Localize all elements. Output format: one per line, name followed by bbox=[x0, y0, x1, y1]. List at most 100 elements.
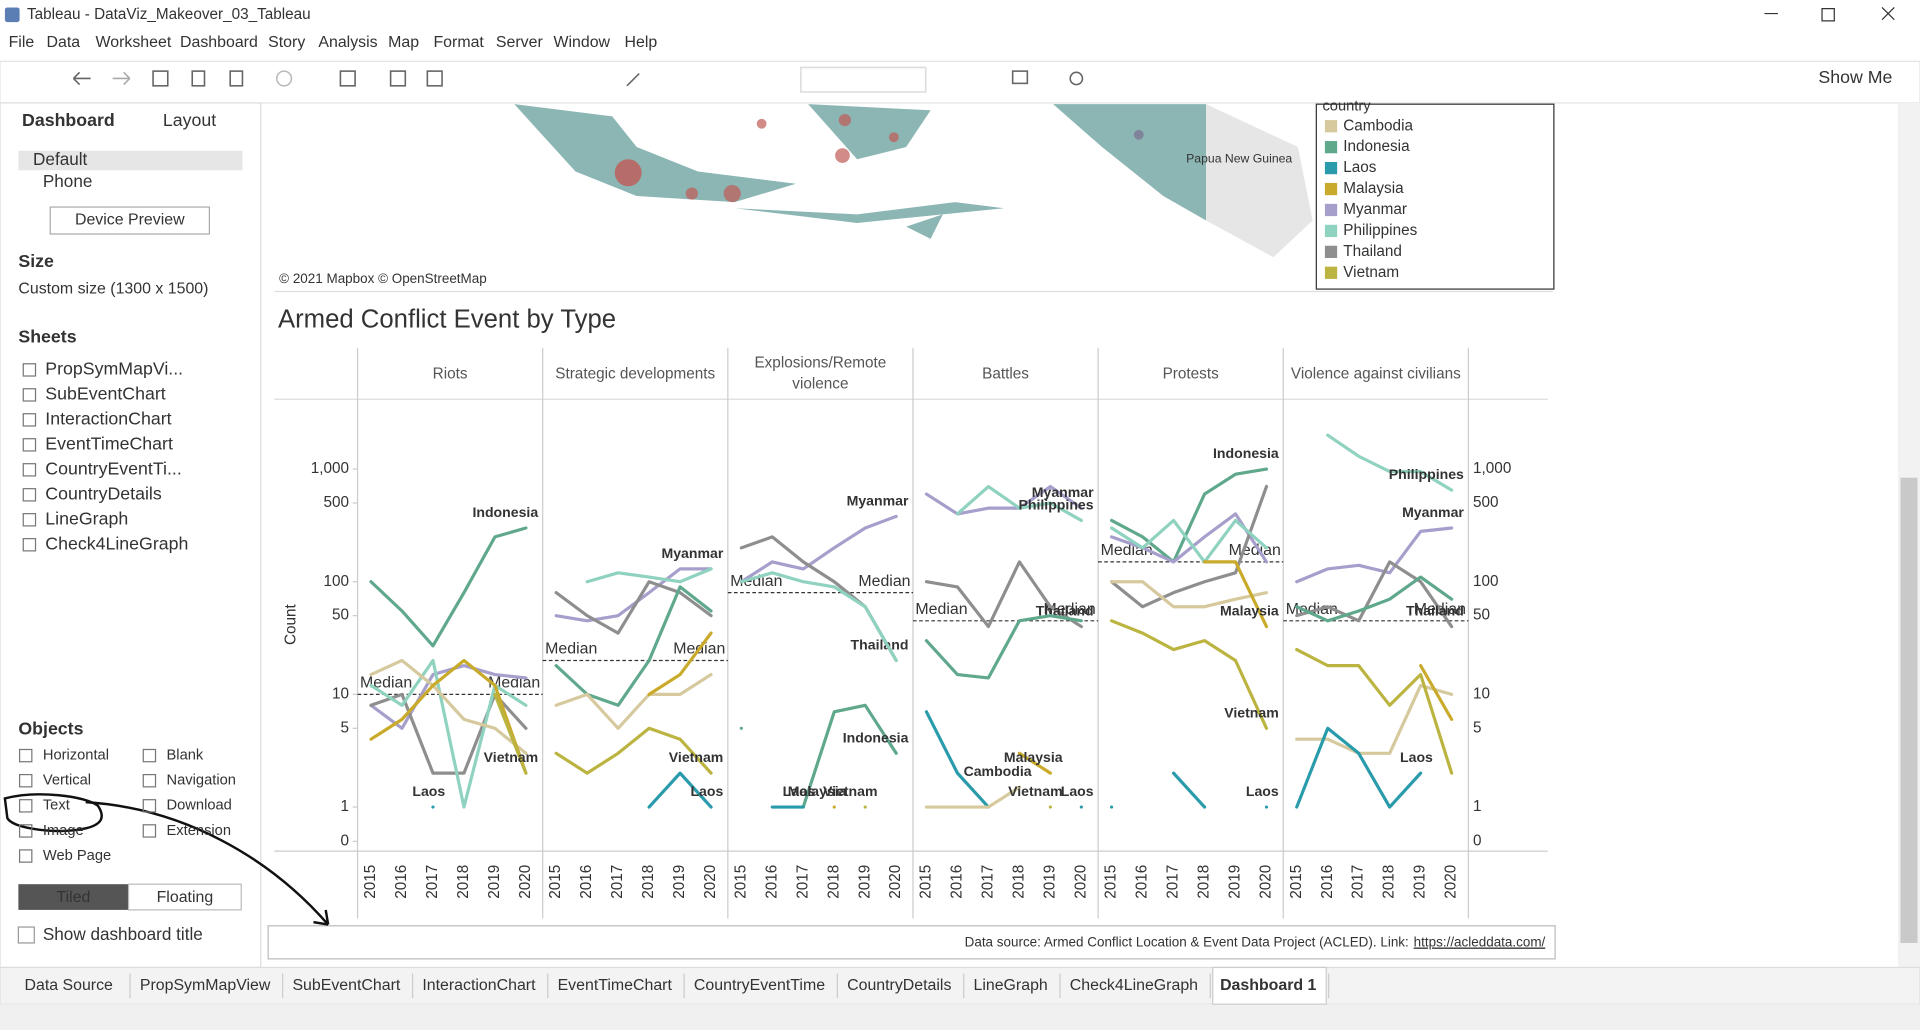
series-line bbox=[554, 585, 713, 707]
object-item[interactable]: Web Page bbox=[43, 848, 111, 864]
mode-label[interactable]: Floating bbox=[157, 889, 214, 906]
legend-swatch bbox=[1324, 161, 1338, 175]
tab[interactable]: Dashboard bbox=[22, 110, 115, 130]
menu-item[interactable]: File bbox=[9, 34, 35, 51]
sheet-tab[interactable]: CountryDetails bbox=[847, 977, 951, 994]
panel-header-box: Strategic developments bbox=[555, 364, 715, 381]
menu-item[interactable]: Window bbox=[553, 34, 610, 51]
menu-item[interactable]: Analysis bbox=[318, 34, 377, 51]
legend-title: country bbox=[1322, 99, 1371, 115]
x-tick-label: 2019 bbox=[1227, 865, 1244, 899]
footer-link[interactable]: https://acleddata.com/ bbox=[1414, 935, 1546, 950]
checkbox-label[interactable]: Show dashboard title bbox=[43, 924, 203, 944]
series-label: Cambodia bbox=[964, 763, 1032, 779]
menu-item[interactable]: Map bbox=[388, 34, 419, 51]
legend-swatch bbox=[1324, 120, 1338, 133]
sheet-item[interactable]: SubEventChart bbox=[45, 384, 165, 404]
floating-button[interactable] bbox=[127, 883, 242, 911]
sheet-tab[interactable]: Dashboard 1 bbox=[1220, 977, 1316, 994]
object-item[interactable]: Horizontal bbox=[43, 747, 109, 763]
object-item[interactable]: Vertical bbox=[43, 773, 91, 789]
object-item[interactable]: Navigation bbox=[167, 773, 236, 789]
series-label: Indonesia bbox=[843, 729, 909, 745]
legend-label[interactable]: Thailand bbox=[1343, 243, 1402, 260]
sheet-tab[interactable]: LineGraph bbox=[973, 977, 1047, 994]
series-line bbox=[1109, 619, 1269, 730]
sheet-tab[interactable]: CountryEventTime bbox=[694, 977, 825, 994]
object-item[interactable]: Image bbox=[43, 823, 84, 839]
size-value[interactable]: Custom size (1300 x 1500) bbox=[18, 280, 208, 297]
series-line bbox=[924, 785, 1021, 809]
object-item[interactable]: Extension bbox=[167, 823, 232, 839]
object-item[interactable]: Text bbox=[43, 798, 70, 814]
chart-title: Armed Conflict Event by Type bbox=[278, 306, 616, 334]
sheet-item[interactable]: CountryEventTi... bbox=[45, 459, 181, 479]
sheet-item[interactable]: CountryDetails bbox=[45, 483, 162, 503]
legend-label[interactable]: Laos bbox=[1343, 159, 1377, 176]
legend-label[interactable]: Philippines bbox=[1343, 222, 1417, 239]
series-label: Indonesia bbox=[472, 504, 538, 520]
tab[interactable]: Layout bbox=[163, 110, 216, 130]
annotation-circle bbox=[3, 793, 103, 833]
button-label[interactable]: Device Preview bbox=[75, 212, 185, 229]
series-line bbox=[647, 631, 713, 696]
series-line bbox=[1202, 560, 1269, 629]
window-controls[interactable] bbox=[1764, 7, 1895, 22]
x-tick-label: 2020 bbox=[1443, 865, 1460, 899]
x-tick-label: 2020 bbox=[1258, 865, 1275, 899]
scroll-thumb[interactable] bbox=[1900, 477, 1918, 943]
sheet-item[interactable]: Check4LineGraph bbox=[45, 533, 188, 553]
menu-item[interactable]: Worksheet bbox=[96, 34, 172, 51]
legend-label[interactable]: Myanmar bbox=[1343, 201, 1407, 218]
menu-item[interactable]: Format bbox=[433, 34, 484, 51]
series-label: Vietnam bbox=[1224, 704, 1279, 720]
sheet-item[interactable]: PropSymMapVi... bbox=[45, 359, 183, 379]
sheet-tab[interactable]: InteractionChart bbox=[422, 977, 536, 994]
sheet-icon bbox=[22, 538, 37, 552]
toolbar-icons[interactable] bbox=[72, 66, 1084, 93]
menu-item[interactable]: Server bbox=[496, 34, 544, 51]
object-item[interactable]: Blank bbox=[167, 747, 204, 763]
device-preview-button[interactable] bbox=[49, 206, 210, 235]
x-tick-label: 2018 bbox=[455, 865, 472, 899]
sheet-item[interactable]: InteractionChart bbox=[45, 409, 171, 429]
x-tick-label: 2015 bbox=[1288, 865, 1305, 899]
legend-label[interactable]: Cambodia bbox=[1343, 117, 1413, 134]
sheet-tab[interactable]: PropSymMapView bbox=[140, 977, 271, 994]
sheet-tab[interactable]: Check4LineGraph bbox=[1070, 977, 1198, 994]
window-title: Tableau - DataViz_Makeover_03_Tableau bbox=[27, 6, 311, 23]
sheet-tab[interactable]: Data Source bbox=[24, 977, 113, 994]
checkbox[interactable] bbox=[17, 926, 35, 944]
series-label: Philippines bbox=[1389, 466, 1464, 482]
show-me[interactable]: Show Me bbox=[1818, 67, 1892, 87]
panel-header: Battles bbox=[982, 364, 1029, 382]
legend-label[interactable]: Malaysia bbox=[1343, 180, 1404, 197]
series-line bbox=[739, 571, 898, 663]
object-item[interactable]: Download bbox=[167, 798, 232, 814]
menu-item[interactable]: Story bbox=[268, 34, 305, 51]
x-tick-label: 2017 bbox=[1165, 865, 1182, 899]
legend-label[interactable]: Indonesia bbox=[1343, 138, 1410, 155]
sheet-item[interactable]: EventTimeChart bbox=[45, 434, 173, 454]
legend-label[interactable]: Vietnam bbox=[1343, 264, 1399, 281]
device[interactable]: Default bbox=[33, 149, 88, 169]
y-tick-label: 1 bbox=[340, 798, 349, 815]
sheet-item[interactable]: LineGraph bbox=[45, 508, 128, 528]
menu-item[interactable]: Data bbox=[47, 34, 81, 51]
series-line bbox=[1295, 526, 1454, 584]
series-label: Malaysia bbox=[1004, 749, 1063, 765]
y-tick-label: 1,000 bbox=[1473, 460, 1511, 477]
tiled-button[interactable] bbox=[18, 884, 129, 910]
selected-device[interactable] bbox=[18, 150, 243, 171]
sheet-tab[interactable]: SubEventChart bbox=[292, 977, 400, 994]
x-tick-label: 2019 bbox=[1412, 865, 1429, 899]
y-axis-title: Count bbox=[282, 603, 299, 645]
panel-header-box: Explosions/Remote violence bbox=[754, 354, 886, 392]
menu-item[interactable]: Dashboard bbox=[180, 34, 258, 51]
x-tick-label: 2015 bbox=[732, 865, 749, 899]
sheet-tab[interactable]: EventTimeChart bbox=[558, 977, 673, 994]
menu-item[interactable]: Help bbox=[624, 34, 657, 51]
mode-label[interactable]: Tiled bbox=[57, 889, 91, 906]
device[interactable]: Phone bbox=[43, 171, 93, 191]
